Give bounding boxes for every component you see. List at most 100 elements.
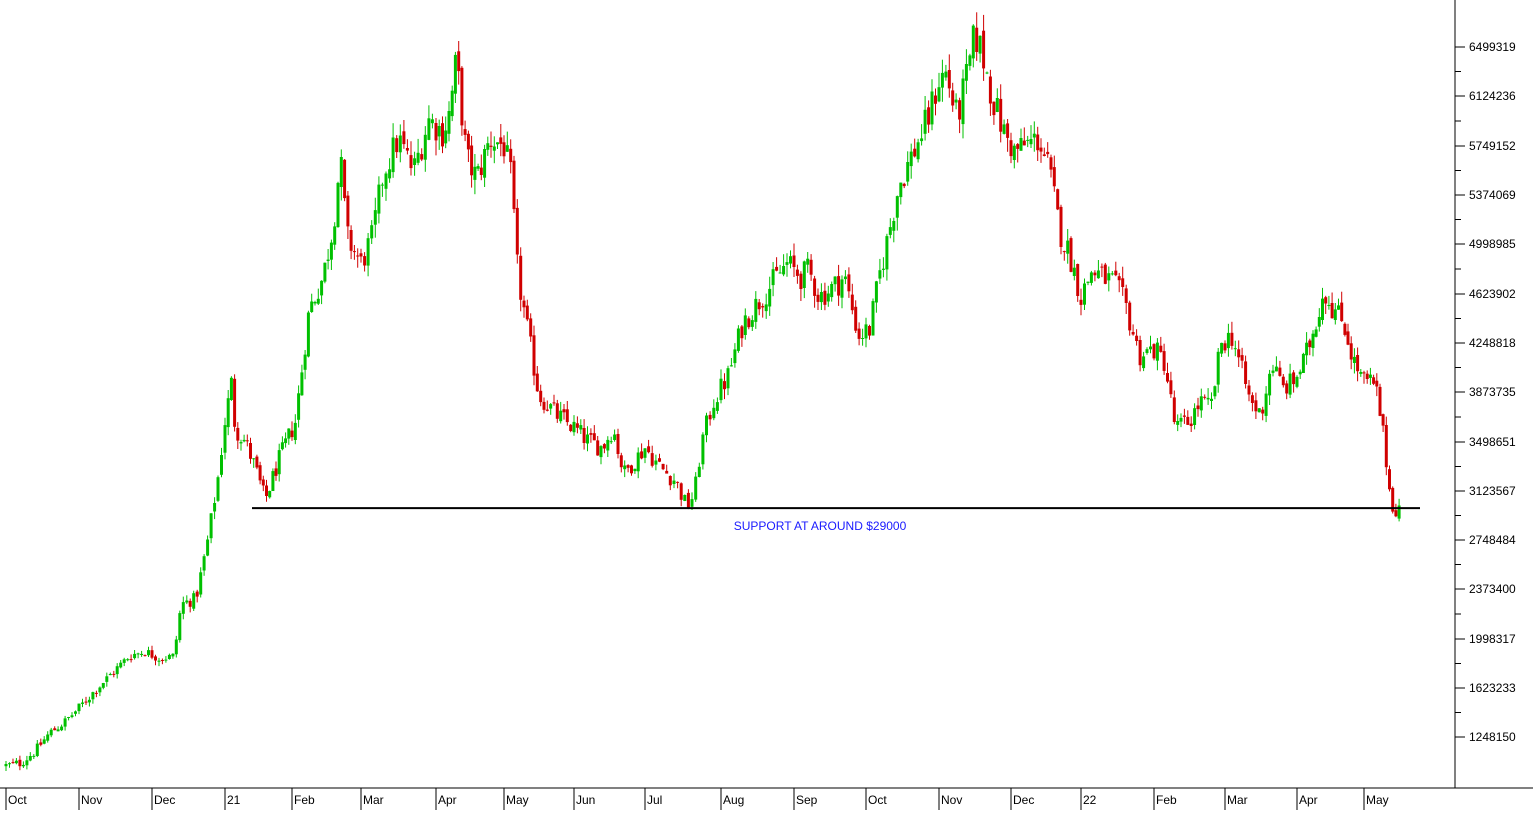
candle-body xyxy=(1006,123,1010,138)
candle-body xyxy=(1233,348,1237,350)
candle-body xyxy=(70,715,74,717)
candle-body xyxy=(122,659,126,663)
candle-body xyxy=(1145,349,1149,353)
candle-body xyxy=(764,304,768,312)
candle-body xyxy=(126,659,130,661)
candle-body xyxy=(105,676,109,682)
candle-body xyxy=(633,468,637,472)
candle-body xyxy=(313,302,317,304)
x-tick-label: Apr xyxy=(1299,793,1318,807)
x-tick-label: Mar xyxy=(1227,793,1248,807)
candle-body xyxy=(94,692,98,694)
candle-body xyxy=(712,407,716,419)
x-axis: Oct Nov Dec 21 Feb Mar Apr May Jun Jul Aug Sep Oct No… xyxy=(0,787,1533,810)
candle-body xyxy=(1324,297,1328,304)
candle-body xyxy=(413,158,417,165)
candle-body xyxy=(1110,273,1114,275)
candle-body xyxy=(1292,372,1296,385)
candle-body xyxy=(216,477,220,501)
candle-body xyxy=(892,221,896,231)
candle-body xyxy=(115,666,119,675)
x-tick-label: Aug xyxy=(723,793,744,807)
candle-body xyxy=(1076,264,1080,296)
candle-body xyxy=(1172,397,1176,422)
y-tick-label: 6124236 xyxy=(1469,89,1516,103)
candle-body xyxy=(1352,356,1356,363)
candle-body xyxy=(157,660,161,662)
candle-body xyxy=(902,183,906,187)
candle-body xyxy=(388,169,392,179)
candle-body xyxy=(545,409,549,411)
candle-body xyxy=(14,760,18,764)
candle-body xyxy=(1149,346,1152,350)
candle-body xyxy=(437,126,441,137)
candle-body xyxy=(402,131,406,145)
candle-body xyxy=(363,256,367,266)
candle-body xyxy=(339,157,343,187)
candle-body xyxy=(572,421,576,433)
candle-body xyxy=(1223,343,1227,351)
candle-body xyxy=(729,365,733,367)
candle-body xyxy=(1203,396,1207,398)
candle-body xyxy=(1066,240,1070,254)
y-tick-label: 2748484 xyxy=(1469,533,1516,547)
candle-body xyxy=(726,368,730,389)
candle-body xyxy=(1069,238,1073,272)
candle-body xyxy=(549,404,553,409)
candle-body xyxy=(470,145,474,176)
candle-body xyxy=(582,428,586,443)
candle-body xyxy=(525,305,529,320)
candle-body xyxy=(609,441,613,443)
candle-body xyxy=(444,130,448,144)
candle-body xyxy=(359,253,363,257)
candle-body xyxy=(750,320,754,327)
candle-body xyxy=(457,51,461,72)
candle-body xyxy=(705,415,708,436)
candle-body xyxy=(316,298,320,304)
candle-body xyxy=(602,444,606,449)
candle-body xyxy=(1012,145,1016,160)
candle-body xyxy=(67,717,71,718)
candle-body xyxy=(202,556,206,571)
candle-body xyxy=(995,98,999,112)
candle-body xyxy=(816,294,820,302)
candle-body xyxy=(864,324,868,339)
candle-body xyxy=(133,653,137,659)
x-tick-label: Feb xyxy=(294,793,315,807)
candle-body xyxy=(947,70,951,89)
candle-body xyxy=(813,278,817,296)
candle-body xyxy=(833,276,837,285)
candle-body xyxy=(799,273,803,289)
candle-body xyxy=(1295,376,1299,387)
candle-body xyxy=(154,656,157,661)
candle-body xyxy=(1317,317,1321,327)
candle-body xyxy=(395,138,399,153)
candle-body xyxy=(1391,487,1395,512)
candle-body xyxy=(823,290,827,305)
candle-body xyxy=(1340,302,1344,322)
candle-body xyxy=(899,182,903,198)
candle-body xyxy=(647,446,651,453)
x-tick-label: 21 xyxy=(227,793,241,807)
candle-body xyxy=(1089,272,1093,283)
candle-body xyxy=(1247,385,1251,395)
candle-body xyxy=(1182,415,1186,417)
candle-body xyxy=(975,27,979,52)
candle-body xyxy=(1019,138,1023,151)
candle-body xyxy=(985,72,989,74)
candle-body xyxy=(483,149,487,178)
candle-body xyxy=(223,425,227,453)
candle-body xyxy=(1096,270,1100,279)
candle-body xyxy=(1381,414,1385,426)
candle-body xyxy=(654,460,658,465)
candle-body xyxy=(1052,167,1056,187)
candle-body xyxy=(555,403,559,419)
candle-body xyxy=(1196,405,1200,410)
candle-body xyxy=(1138,340,1142,366)
candle-body xyxy=(747,318,751,328)
candle-body xyxy=(565,409,569,423)
candle-body xyxy=(377,184,381,214)
candle-body xyxy=(1166,373,1169,382)
candle-body xyxy=(416,152,420,163)
candle-body xyxy=(1093,272,1097,276)
